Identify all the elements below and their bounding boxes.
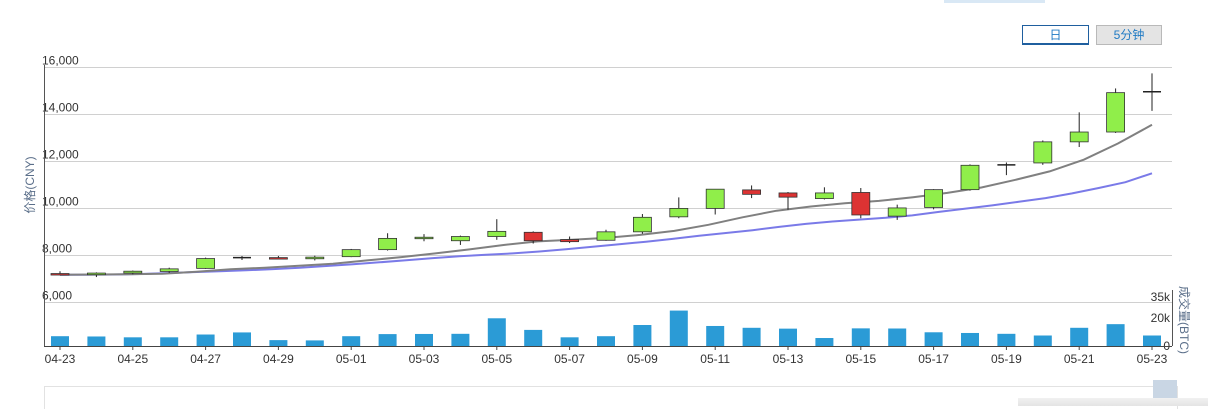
candle-body: [596, 231, 616, 241]
volume-bar: [342, 336, 361, 346]
volume-bar: [888, 328, 907, 346]
tab-five-minute[interactable]: 5分钟: [1096, 25, 1162, 45]
volume-bar: [123, 337, 142, 346]
volume-bar: [487, 318, 506, 346]
candle-body: [633, 216, 652, 233]
candles: [50, 73, 1161, 278]
x-tick-label: 04-29: [263, 352, 294, 366]
x-tick-label: 05-15: [845, 352, 876, 366]
top-highlight-strip: [944, 0, 1045, 3]
candle-body: [450, 236, 470, 242]
x-tick-label: 04-23: [45, 352, 76, 366]
volume-bar: [961, 332, 979, 346]
volume-bar: [305, 340, 324, 346]
price-tick-label: 10,000: [42, 195, 79, 209]
price-chart: 6,0008,00010,00012,00014,00016,000020k35…: [22, 54, 1192, 367]
volume-bar: [1033, 335, 1052, 346]
bottom-shadow: [1018, 398, 1208, 406]
candle-body: [487, 230, 507, 237]
volume-bar: [1070, 327, 1089, 346]
volume-bars: [51, 310, 1161, 346]
volume-bar: [524, 329, 543, 346]
candle-body: [1069, 131, 1089, 143]
volume-bar: [196, 334, 215, 346]
x-tick-label: 05-21: [1064, 352, 1095, 366]
volume-bar: [51, 336, 69, 346]
candle-body: [87, 272, 106, 276]
candle-body: [887, 207, 907, 217]
x-tick-label: 05-23: [1137, 352, 1168, 366]
candle-body: [851, 192, 871, 216]
x-tick-label: 05-03: [409, 352, 440, 366]
x-tick-label: 04-25: [117, 352, 148, 366]
x-tick-label: 04-27: [190, 352, 221, 366]
price-tick-label: 12,000: [42, 148, 79, 162]
candle-body: [815, 192, 834, 199]
candle-body: [341, 249, 361, 258]
x-tick-label: 05-09: [627, 352, 658, 366]
grid-lines: [44, 67, 1172, 303]
candle-body: [378, 237, 398, 251]
volume-bar: [160, 337, 179, 346]
price-axis-title: 价格(CNY): [22, 156, 37, 213]
price-tick-label: 14,000: [42, 101, 79, 115]
volume-bar: [997, 333, 1016, 346]
tab-day[interactable]: 日: [1022, 25, 1089, 45]
x-tick-label: 05-17: [918, 352, 949, 366]
volume-bar: [742, 327, 761, 346]
volume-tick-label: 35k: [1151, 290, 1171, 304]
price-tick-label: 6,000: [42, 289, 72, 303]
candle-body: [305, 256, 325, 260]
candle-body: [924, 189, 943, 208]
candle-body: [705, 188, 725, 209]
x-tick-label: 05-11: [700, 352, 730, 366]
volume-bar: [1143, 335, 1161, 346]
ma-short-line: [59, 123, 1153, 276]
x-tick-label: 05-07: [554, 352, 585, 366]
candle-body: [778, 192, 798, 198]
volume-bar: [924, 332, 943, 346]
volume-bar: [233, 332, 251, 346]
volume-tick-label: 20k: [1151, 311, 1171, 325]
candle-body: [742, 189, 761, 195]
volume-bar: [779, 328, 797, 346]
candle-body: [960, 164, 980, 191]
volume-bar: [633, 325, 652, 346]
moving-average-lines: [59, 123, 1153, 276]
volume-bar: [706, 325, 725, 346]
volume-bar: [560, 337, 579, 346]
x-tick-label: 05-05: [481, 352, 512, 366]
candle-body: [123, 270, 143, 274]
bottom-panel: [44, 386, 1178, 409]
candle-body: [669, 207, 689, 218]
volume-bar: [597, 336, 615, 346]
price-tick-label: 8,000: [42, 242, 72, 256]
x-tick-label: 05-19: [991, 352, 1022, 366]
volume-bar: [1106, 324, 1125, 346]
candle-body: [1033, 141, 1053, 164]
volume-bar: [87, 336, 106, 346]
price-tick-label: 16,000: [42, 54, 79, 68]
volume-bar: [269, 340, 288, 346]
volume-bar: [669, 310, 688, 346]
volume-bar: [415, 333, 433, 346]
candle-body: [523, 231, 543, 242]
axes: 6,0008,00010,00012,00014,00016,000020k35…: [42, 54, 1173, 366]
candle-body: [196, 258, 216, 269]
ma-long-line: [60, 172, 1153, 276]
volume-bar: [451, 333, 470, 346]
volume-axis-title: 成交量(BTC): [1177, 286, 1192, 354]
candle-body: [50, 273, 70, 276]
candle-body: [414, 236, 434, 240]
x-tick-label: 05-01: [336, 352, 367, 366]
volume-bar: [815, 338, 834, 346]
candle-body: [159, 268, 179, 272]
candle-body: [1106, 92, 1125, 133]
candle-body: [560, 239, 579, 243]
volume-bar: [378, 334, 397, 346]
candle-body: [268, 257, 288, 260]
volume-bar: [851, 328, 870, 346]
x-tick-label: 05-13: [773, 352, 804, 366]
